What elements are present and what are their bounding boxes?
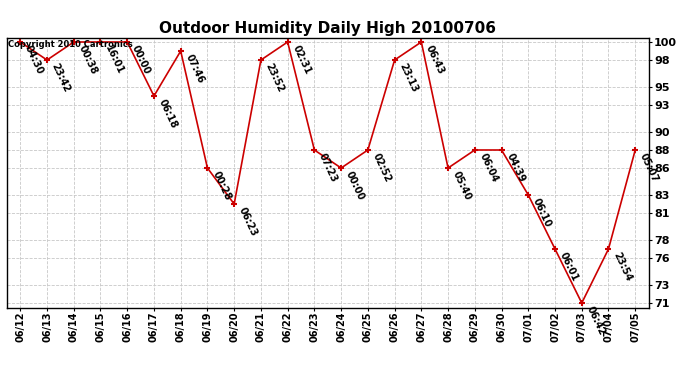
Text: 04:39: 04:39 xyxy=(504,152,526,184)
Text: 05:07: 05:07 xyxy=(638,152,660,184)
Text: 00:00: 00:00 xyxy=(344,170,366,202)
Text: 05:40: 05:40 xyxy=(451,170,473,202)
Text: 06:10: 06:10 xyxy=(531,196,553,229)
Text: 23:54: 23:54 xyxy=(611,251,633,283)
Text: 07:46: 07:46 xyxy=(184,53,206,85)
Text: 06:01: 06:01 xyxy=(558,251,580,283)
Text: 06:04: 06:04 xyxy=(477,152,500,184)
Text: 23:52: 23:52 xyxy=(264,62,286,94)
Text: 06:43: 06:43 xyxy=(424,44,446,76)
Text: 06:23: 06:23 xyxy=(237,206,259,238)
Text: 04:30: 04:30 xyxy=(23,44,46,76)
Text: 06:42: 06:42 xyxy=(584,304,607,337)
Text: 00:00: 00:00 xyxy=(130,44,152,76)
Title: Outdoor Humidity Daily High 20100706: Outdoor Humidity Daily High 20100706 xyxy=(159,21,496,36)
Text: 00:28: 00:28 xyxy=(210,170,233,202)
Text: 06:18: 06:18 xyxy=(157,98,179,130)
Text: 07:23: 07:23 xyxy=(317,152,339,184)
Text: 23:42: 23:42 xyxy=(50,62,72,94)
Text: 23:13: 23:13 xyxy=(397,62,420,94)
Text: 16:01: 16:01 xyxy=(104,44,126,76)
Text: 02:52: 02:52 xyxy=(371,152,393,184)
Text: Copyright 2010 Cartronics: Copyright 2010 Cartronics xyxy=(8,40,132,49)
Text: 00:38: 00:38 xyxy=(77,44,99,76)
Text: 02:31: 02:31 xyxy=(290,44,313,76)
